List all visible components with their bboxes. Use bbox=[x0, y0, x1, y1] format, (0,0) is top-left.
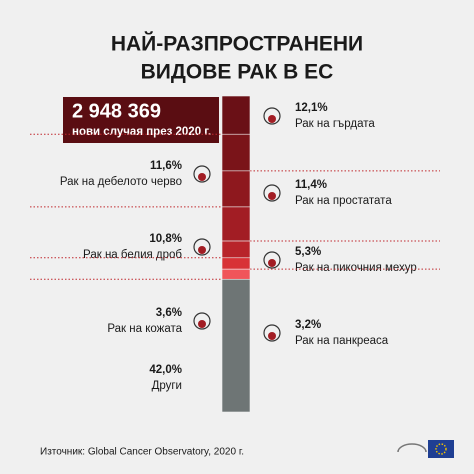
organ-icon bbox=[193, 238, 211, 256]
organ-icon-dot bbox=[268, 332, 276, 340]
organ-icon bbox=[193, 312, 211, 330]
total-label: 2 948 369 bbox=[72, 100, 161, 122]
column-segment bbox=[221, 170, 251, 208]
source: Източник: Global Cancer Observatory, 202… bbox=[40, 447, 244, 458]
category-label: Рак на простатата bbox=[295, 195, 392, 207]
category-label: Рак на белия дроб bbox=[83, 249, 182, 261]
value-label: 3,6% bbox=[156, 307, 182, 319]
category-label: Рак на пикочния мехур bbox=[295, 262, 417, 274]
organ-icon-dot bbox=[268, 192, 276, 200]
organ-icon bbox=[263, 107, 281, 125]
organ-icon-dot bbox=[198, 173, 206, 181]
title-line: НАЙ-РАЗПРОСТРАНЕНИ bbox=[111, 32, 363, 56]
category-label: Рак на панкреаса bbox=[295, 335, 389, 347]
category-label: Рак на дебелото черво bbox=[60, 176, 182, 188]
category-label: Рак на гърдата bbox=[295, 118, 375, 130]
value-label: 42,0% bbox=[149, 364, 182, 376]
column-segment bbox=[221, 206, 251, 242]
value-label: 10,8% bbox=[149, 233, 182, 245]
value-label: 11,6% bbox=[150, 160, 182, 172]
value-label: 5,3% bbox=[295, 246, 321, 258]
column-segment bbox=[221, 133, 251, 172]
organ-icon bbox=[263, 324, 281, 342]
total-caption: нови случая през 2020 г. bbox=[72, 126, 211, 138]
organ-icon-dot bbox=[198, 320, 206, 328]
value-label: 11,4% bbox=[295, 179, 327, 191]
organ-icon-dot bbox=[198, 246, 206, 254]
organ-icon bbox=[193, 165, 211, 183]
column-segment bbox=[221, 95, 251, 135]
value-label: 3,2% bbox=[295, 319, 321, 331]
value-label: 12,1% bbox=[295, 102, 328, 114]
column-segment bbox=[221, 278, 251, 413]
total-box bbox=[63, 97, 219, 143]
organ-icon-dot bbox=[268, 115, 276, 123]
column-segment bbox=[221, 268, 251, 280]
title-line: ВИДОВЕ РАК В ЕС bbox=[141, 61, 334, 84]
column-segment bbox=[221, 257, 251, 270]
eu-logo bbox=[397, 440, 454, 458]
organ-icon bbox=[263, 184, 281, 202]
column-segment bbox=[221, 240, 251, 259]
organ-icon bbox=[263, 251, 281, 269]
organ-icon-dot bbox=[268, 259, 276, 267]
category-label: Рак на кожата bbox=[107, 323, 182, 335]
category-label: Други bbox=[152, 380, 182, 392]
